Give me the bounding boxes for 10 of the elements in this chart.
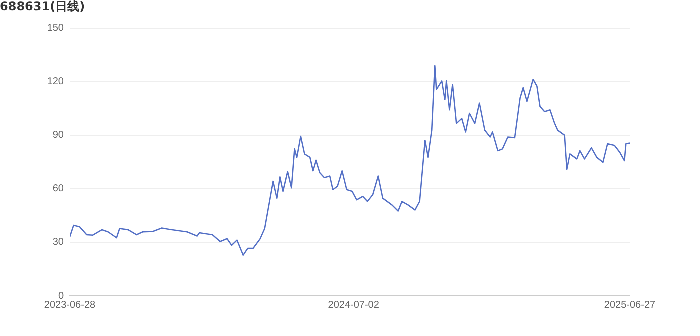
y-tick-label: 30 <box>52 237 64 248</box>
y-tick-label: 60 <box>52 184 64 195</box>
y-tick-label: 0 <box>58 290 64 302</box>
y-tick-label: 120 <box>47 76 64 88</box>
chart-title: 688631(日线) <box>0 0 86 14</box>
x-tick-label: 2023-06-28 <box>44 300 96 311</box>
x-tick-label: 2024-07-02 <box>328 300 380 311</box>
x-tick-label: 2025-06-27 <box>604 300 656 311</box>
y-tick-label: 90 <box>52 130 64 142</box>
y-tick-label: 150 <box>47 23 64 34</box>
